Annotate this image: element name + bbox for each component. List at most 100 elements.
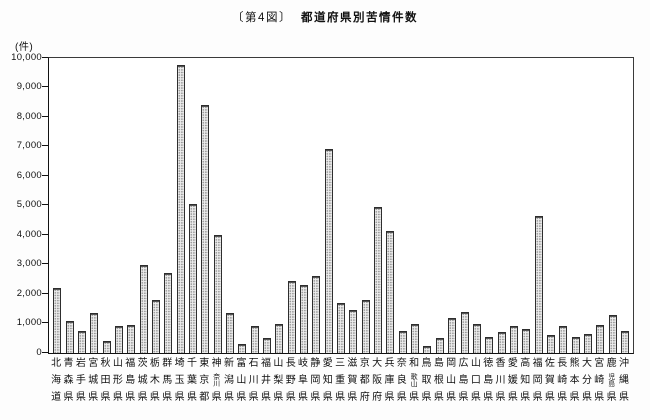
bar-福井県 <box>263 338 272 353</box>
bar-slot <box>347 58 359 353</box>
x-label-char: 川 <box>495 375 506 386</box>
x-axis-label-宮城県: 宮城県 <box>87 358 99 403</box>
x-label-char: 鹿 <box>606 358 617 369</box>
bar-slot <box>508 58 520 353</box>
bar-slot <box>532 58 544 353</box>
x-axis-label-愛媛県: 愛媛県 <box>507 358 519 403</box>
x-label-char: 都 <box>359 375 370 386</box>
x-axis-label-宮崎県: 宮崎県 <box>593 358 605 403</box>
x-label-char: 茨 <box>137 358 148 369</box>
x-label-char: 阜 <box>298 375 309 386</box>
bar-slot <box>261 58 273 353</box>
x-label-char: 森 <box>63 375 74 386</box>
x-axis-label-滋賀県: 滋賀県 <box>346 358 358 403</box>
x-axis-label-茨城県: 茨城県 <box>136 358 148 403</box>
x-label-char: 岡 <box>310 375 321 386</box>
x-label-char: 県 <box>544 392 555 403</box>
y-tick-mark <box>42 204 48 205</box>
x-label-char: 青 <box>63 358 74 369</box>
bar-京都府 <box>361 299 370 353</box>
bar-福島県 <box>127 324 136 353</box>
x-label-char: 県 <box>63 392 74 403</box>
x-label-char: 徳 <box>483 358 494 369</box>
y-tick-label: 5,000 <box>16 199 42 210</box>
x-label-char: 県 <box>495 392 506 403</box>
bar-slot <box>249 58 261 353</box>
x-label-char: 媛 <box>507 375 518 386</box>
bar-slot <box>162 58 174 353</box>
bar-slot <box>421 58 433 353</box>
bar-slot <box>397 58 409 353</box>
bar-神奈川県 <box>213 235 222 353</box>
bar-slot <box>211 58 223 353</box>
x-label-char: 愛 <box>507 358 518 369</box>
bar-slot <box>520 58 532 353</box>
x-label-char: 群 <box>162 358 173 369</box>
x-label-char: 崎 <box>557 375 568 386</box>
x-label-char: 山 <box>470 358 481 369</box>
x-axis-label-香川県: 香川県 <box>494 358 506 403</box>
x-label-char: 県 <box>557 392 568 403</box>
x-label-char: 島 <box>458 375 469 386</box>
x-label-char: 縄 <box>618 375 629 386</box>
y-tick-label: 1,000 <box>16 317 42 328</box>
x-label-char: 秋 <box>100 358 111 369</box>
x-axis-label-広島県: 広島県 <box>457 358 469 403</box>
x-label-char: 田 <box>100 375 111 386</box>
x-label-char: 府 <box>359 392 370 403</box>
x-axis-label-高知県: 高知県 <box>519 358 531 403</box>
bar-大分県 <box>583 333 592 353</box>
y-tick-label: 10,000 <box>11 51 42 63</box>
x-axis-label-徳島県: 徳島県 <box>482 358 494 403</box>
bar-slot <box>137 58 149 353</box>
x-label-char: 岐 <box>298 358 309 369</box>
x-axis-label-山口県: 山口県 <box>470 358 482 403</box>
x-label-char: 滋 <box>347 358 358 369</box>
bar-大阪府 <box>374 206 383 353</box>
x-label-char: 県 <box>581 392 592 403</box>
bar-slot <box>273 58 285 353</box>
x-axis-label-静岡県: 静岡県 <box>309 358 321 403</box>
x-label-char: 鳥 <box>421 358 432 369</box>
bar-slot <box>409 58 421 353</box>
x-label-char: 県 <box>507 392 518 403</box>
x-axis-label-東京都: 東京都 <box>198 358 210 403</box>
x-label-char: 県 <box>421 392 432 403</box>
x-label-char: 野 <box>285 375 296 386</box>
bar-slot <box>557 58 569 353</box>
bar-山形県 <box>114 326 123 353</box>
x-label-char: 県 <box>322 392 333 403</box>
y-tick-label: 2,000 <box>16 287 42 299</box>
x-axis-label-愛知県: 愛知県 <box>322 358 334 403</box>
x-label-char: 形 <box>112 375 123 386</box>
x-label-char: 京 <box>199 375 210 386</box>
x-label-char: 手 <box>75 375 86 386</box>
bar-slot <box>150 58 162 353</box>
x-label-char: 県 <box>335 392 346 403</box>
x-label-char: 道 <box>51 392 62 403</box>
x-label-char: 県 <box>223 392 234 403</box>
x-label-char: 本 <box>569 375 580 386</box>
x-axis-label-山形県: 山形県 <box>112 358 124 403</box>
bar-佐賀県 <box>546 335 555 353</box>
bar-slot <box>113 58 125 353</box>
x-label-char: 富 <box>236 358 247 369</box>
x-axis-label-秋田県: 秋田県 <box>99 358 111 403</box>
x-label-char: 福 <box>261 358 272 369</box>
bar-slot <box>582 58 594 353</box>
x-label-char: 山 <box>236 375 247 386</box>
x-axis-label-富山県: 富山県 <box>235 358 247 403</box>
x-label-char: 長 <box>557 358 568 369</box>
x-label-char: 奈川 <box>213 373 221 388</box>
x-label-char: 県 <box>248 392 259 403</box>
x-label-char: 県 <box>261 392 272 403</box>
x-label-char: 県 <box>606 392 617 403</box>
x-label-char: 木 <box>149 375 160 386</box>
y-tick-mark <box>42 56 48 58</box>
x-label-char: 県 <box>100 392 111 403</box>
bar-slot <box>323 58 335 353</box>
y-tick-label: 7,000 <box>16 140 42 151</box>
x-label-char: 県 <box>186 392 197 403</box>
bar-slot <box>372 58 384 353</box>
